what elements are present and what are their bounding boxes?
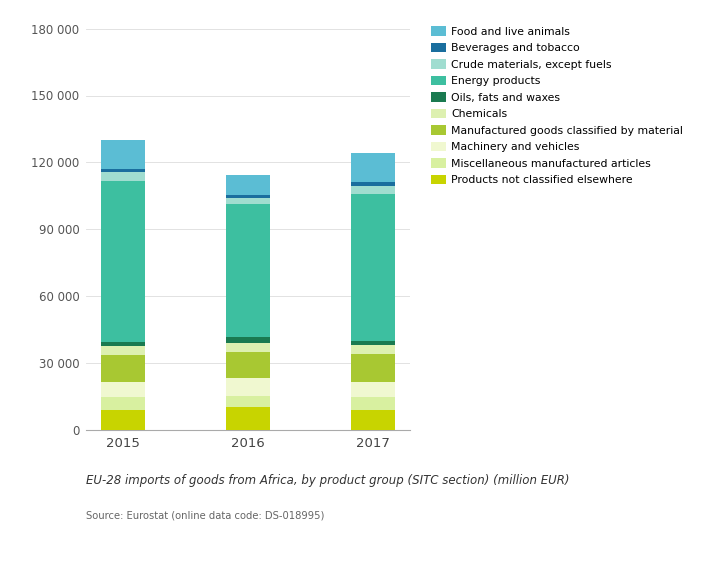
Bar [101, 382, 145, 398]
Bar [226, 397, 270, 407]
Bar [352, 382, 395, 398]
Bar [101, 346, 145, 355]
Bar [101, 140, 145, 169]
Bar [101, 169, 145, 172]
Bar [352, 345, 395, 354]
Bar [101, 398, 145, 410]
Bar [226, 343, 270, 352]
Bar [352, 410, 395, 430]
Text: Source: Eurostat (online data code: DS-018995): Source: Eurostat (online data code: DS-0… [86, 511, 325, 520]
Bar [101, 355, 145, 382]
Bar [352, 186, 395, 194]
Bar [226, 175, 270, 195]
Bar [226, 407, 270, 430]
Bar [101, 342, 145, 346]
Bar [226, 352, 270, 379]
Bar [226, 195, 270, 198]
Bar [352, 194, 395, 340]
Bar [352, 398, 395, 410]
Bar [226, 379, 270, 397]
Bar [352, 354, 395, 382]
Bar [226, 203, 270, 337]
Legend: Food and live animals, Beverages and tobacco, Crude materials, except fuels, Ene: Food and live animals, Beverages and tob… [431, 26, 683, 185]
Bar [352, 182, 395, 186]
Bar [101, 410, 145, 430]
Bar [226, 337, 270, 343]
Bar [101, 172, 145, 181]
Text: EU-28 imports of goods from Africa, by product group (SITC section) (million EUR: EU-28 imports of goods from Africa, by p… [86, 474, 569, 487]
Bar [101, 181, 145, 342]
Bar [352, 340, 395, 345]
Bar [226, 198, 270, 203]
Bar [352, 154, 395, 182]
